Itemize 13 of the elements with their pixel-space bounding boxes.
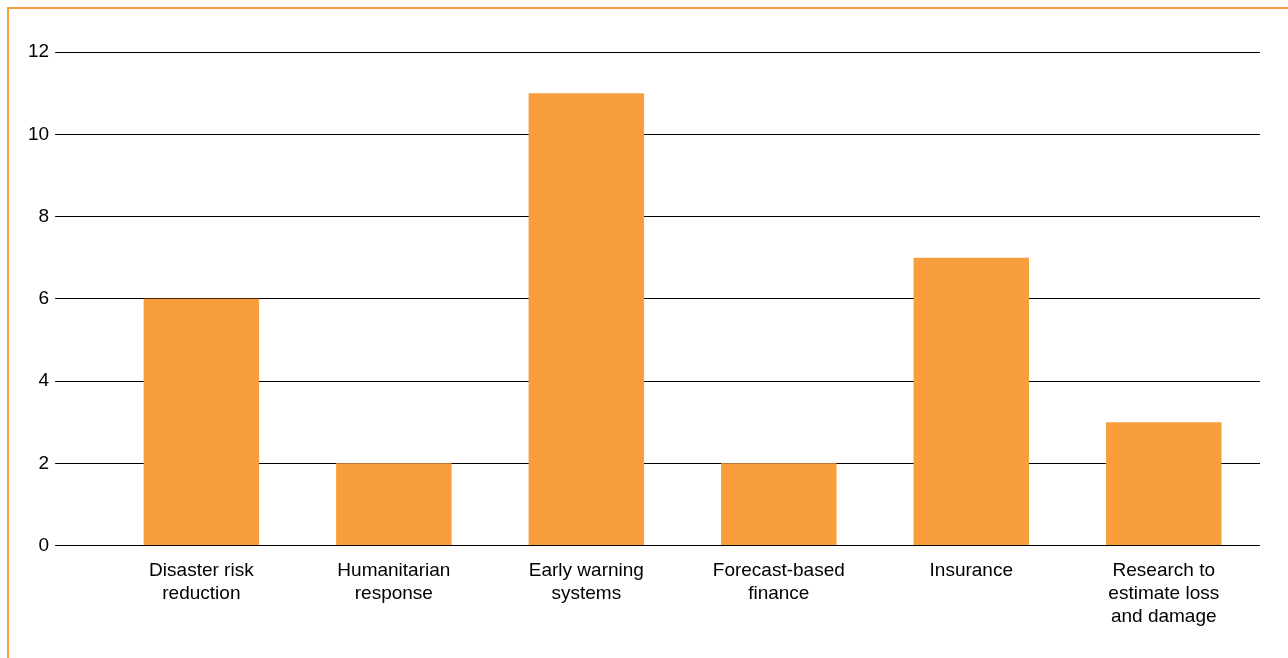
x-tick-label: Humanitarian response xyxy=(337,559,451,604)
y-tick-label: 10 xyxy=(27,122,50,144)
y-tick-label: 6 xyxy=(38,287,50,309)
y-tick-label: 8 xyxy=(38,204,50,226)
x-tick-label: Insurance xyxy=(929,559,1014,581)
x-tick-label: Forecast-based finance xyxy=(712,559,845,604)
x-tick-label: Disaster risk reduction xyxy=(149,559,255,604)
x-tick-label: Early warning systems xyxy=(528,559,644,604)
y-tick-label: 0 xyxy=(38,533,50,555)
y-tick-label: 4 xyxy=(38,369,50,391)
y-tick-label: 12 xyxy=(27,40,50,62)
x-tick-label: Research to estimate loss and damage xyxy=(1108,559,1220,626)
y-tick-label: 2 xyxy=(38,451,50,473)
